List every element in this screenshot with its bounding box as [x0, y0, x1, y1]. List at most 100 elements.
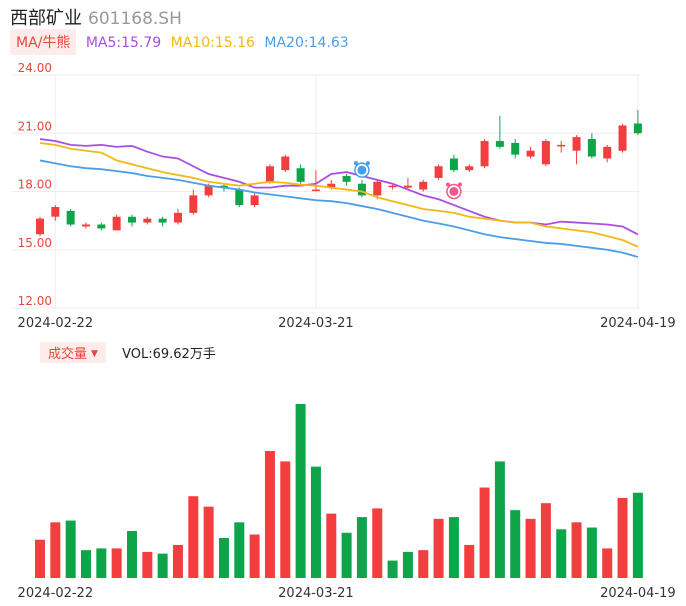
bear-marker-icon-core: [449, 187, 459, 196]
candle-body: [81, 224, 90, 227]
candle-body: [465, 166, 474, 171]
candle: [526, 146, 535, 159]
candle: [97, 222, 106, 231]
candle: [373, 179, 382, 200]
candle-body: [265, 166, 274, 182]
candle-body: [311, 189, 320, 192]
candle: [603, 144, 612, 163]
candle: [66, 208, 75, 227]
volume-bar: [632, 492, 643, 578]
candle-body: [633, 123, 642, 134]
candle: [557, 141, 566, 153]
candle: [296, 164, 305, 184]
candle-body: [173, 212, 182, 223]
candle: [587, 133, 596, 159]
price-date-axis: 2024-02-22 2024-03-21 2024-04-19: [18, 316, 676, 331]
x-tick-label: 2024-04-19: [600, 316, 676, 331]
volume-bar: [35, 539, 45, 578]
volume-bar: [326, 513, 337, 578]
y-tick-label: 12.00: [18, 294, 52, 308]
candle-body: [66, 210, 75, 225]
stock-header: 西部矿业 601168.SH: [10, 4, 182, 29]
candle: [158, 216, 167, 227]
candle: [51, 205, 60, 221]
candle-body: [357, 183, 366, 196]
volume-bar: [525, 518, 536, 578]
ma20-label: MA20:14.63: [264, 35, 349, 51]
candle-body: [112, 216, 121, 231]
candle: [572, 135, 581, 165]
ma-legend: MA/牛熊 MA5:15.79 MA10:15.16 MA20:14.63: [10, 29, 349, 55]
volume-indicator-selector[interactable]: 成交量 ▼: [40, 342, 106, 363]
candle: [480, 139, 489, 169]
candle: [311, 170, 320, 192]
price-grid: [12, 74, 640, 309]
volume-bar: [203, 506, 214, 578]
volume-bar: [80, 550, 91, 578]
volume-date-axis: 2024-02-22 2024-03-21 2024-04-19: [18, 586, 676, 601]
candle-body: [587, 139, 596, 157]
ma-indicator-selector[interactable]: MA/牛熊: [10, 29, 77, 55]
candle-body: [158, 218, 167, 223]
ma5-label: MA5:15.79: [85, 35, 162, 51]
candle-body: [603, 146, 612, 159]
volume-bar: [234, 522, 245, 578]
volume-bar: [433, 518, 444, 578]
price-axis-labels: 24.00 21.00 18.00 15.00 12.00: [18, 61, 52, 308]
caret-down-icon: ▼: [91, 349, 98, 359]
candle: [112, 214, 121, 231]
candle: [143, 216, 152, 225]
candle-body: [541, 141, 550, 165]
candle: [449, 154, 458, 173]
candle-body: [51, 207, 60, 217]
x-tick-label: 2024-04-19: [600, 586, 676, 601]
volume-bar: [142, 551, 153, 578]
volume-bar: [602, 548, 613, 578]
volume-bar: [586, 527, 597, 578]
candle-body: [127, 216, 136, 223]
volume-bar: [387, 560, 398, 578]
candle-body: [281, 156, 290, 171]
candle-body: [342, 175, 351, 182]
volume-bar: [556, 529, 567, 578]
candle-body: [419, 181, 428, 190]
candle-body: [557, 144, 566, 147]
stock-code: 601168.SH: [88, 9, 182, 29]
bull-marker-icon-core: [357, 165, 367, 175]
volume-bar: [341, 532, 352, 578]
volume-bar: [372, 508, 383, 578]
candle-body: [403, 185, 412, 188]
volume-legend: 成交量 ▼ VOL:69.62万手: [40, 342, 216, 363]
y-tick-label: 24.00: [18, 61, 52, 75]
volume-bar: [494, 461, 505, 578]
candle: [357, 179, 366, 198]
ma10-label: MA10:15.16: [170, 35, 255, 51]
candle: [189, 189, 198, 215]
bear-marker-icon-ear: [445, 182, 450, 187]
candle: [342, 174, 351, 186]
x-tick-label: 2024-02-22: [18, 586, 94, 601]
candle: [465, 164, 474, 173]
volume-bar: [172, 544, 183, 578]
ma20-line: [39, 159, 639, 258]
candle-body: [36, 218, 44, 235]
candle-body: [388, 185, 397, 188]
bear-marker-icon-ear: [457, 182, 462, 187]
candlestick-series: [36, 109, 642, 237]
candle: [403, 177, 412, 190]
volume-selector-label: 成交量: [48, 347, 88, 362]
volume-bar: [218, 537, 229, 578]
volume-bar: [96, 548, 107, 578]
candle-body: [296, 168, 305, 182]
candle: [511, 139, 520, 159]
candle-body: [449, 158, 458, 171]
candle-body: [373, 181, 382, 196]
volume-bar: [295, 404, 306, 578]
stock-name: 西部矿业: [10, 8, 82, 29]
volume-bar: [617, 497, 628, 578]
candle-body: [250, 195, 259, 206]
candle-body: [434, 166, 443, 178]
x-tick-label: 2024-02-22: [18, 316, 94, 331]
volume-bar: [126, 531, 137, 578]
